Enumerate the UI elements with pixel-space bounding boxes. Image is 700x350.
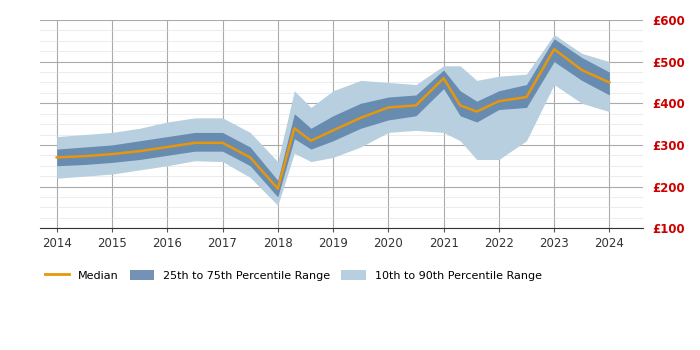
Legend: Median, 25th to 75th Percentile Range, 10th to 90th Percentile Range: Median, 25th to 75th Percentile Range, 1… bbox=[40, 265, 546, 285]
